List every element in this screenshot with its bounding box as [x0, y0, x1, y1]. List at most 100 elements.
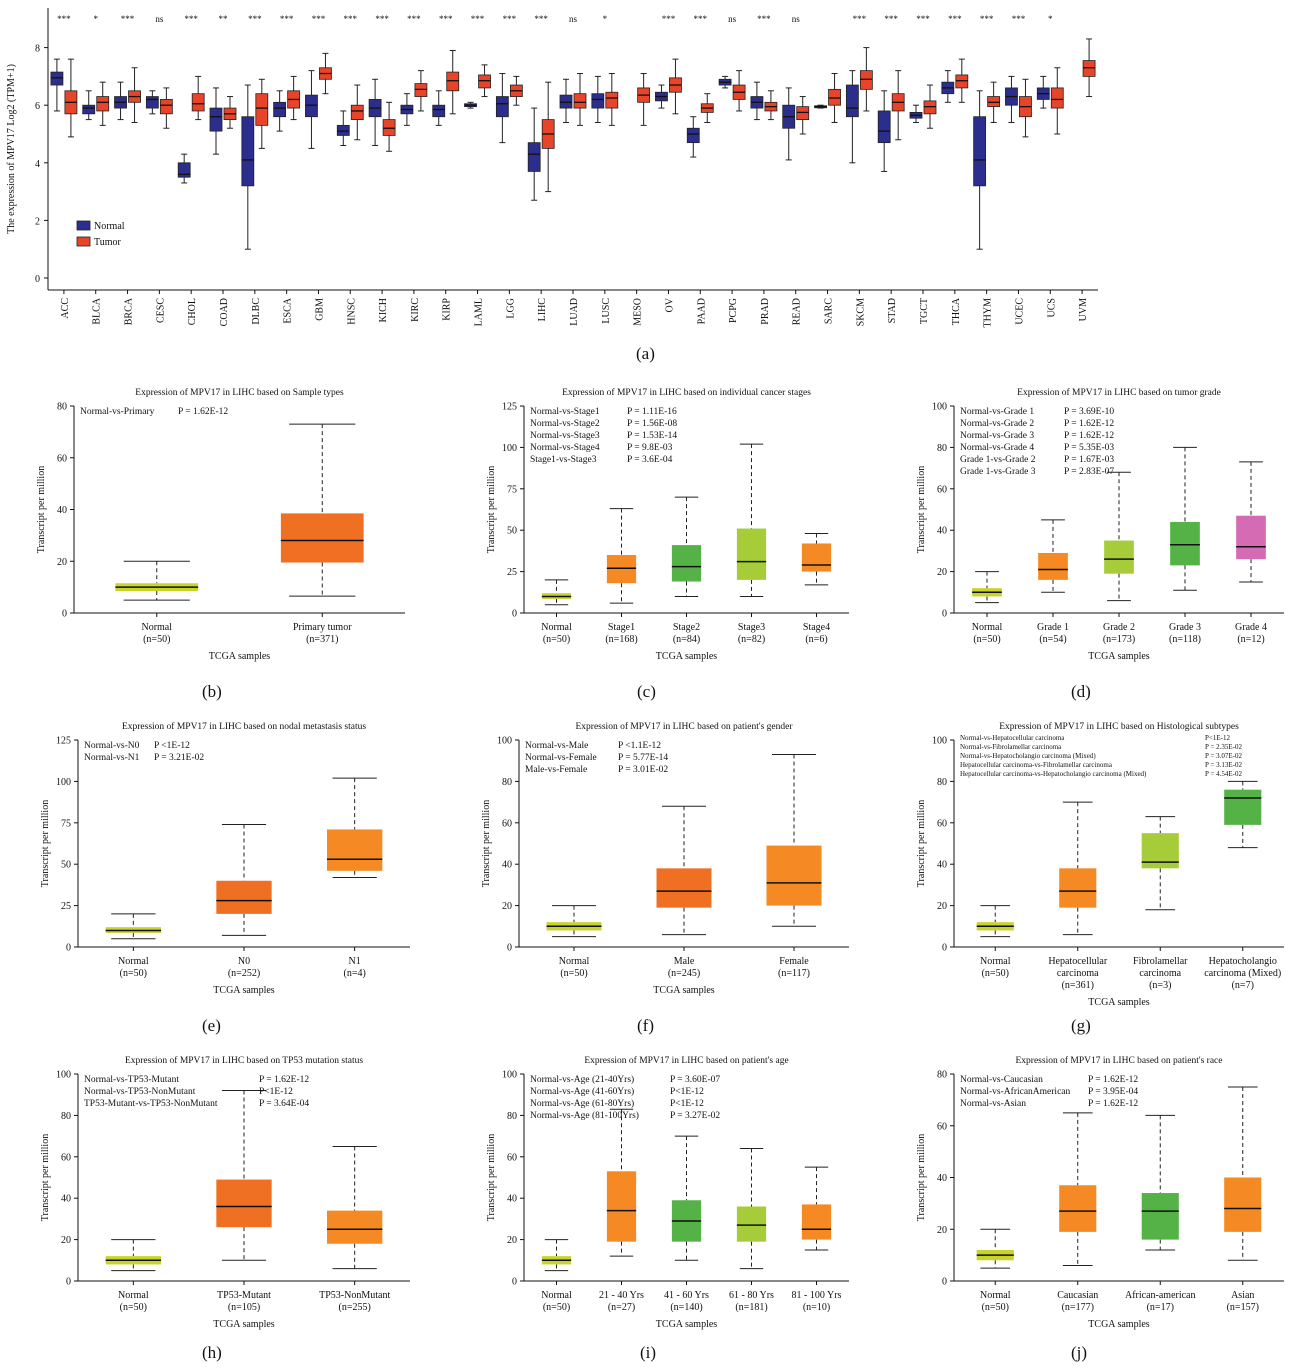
sample-count: (n=117) — [778, 968, 810, 979]
significance-label: *** — [980, 14, 994, 24]
box — [1224, 1177, 1262, 1232]
nodal-metastasis-boxplot: Expression of MPV17 in LIHC based on nod… — [40, 721, 410, 996]
significance-label: *** — [57, 14, 71, 24]
category-label: COAD — [219, 298, 230, 326]
box — [656, 868, 712, 908]
pvalue-label: TP53-Mutant-vs-TP53-NonMutant — [84, 1099, 218, 1109]
box — [1104, 540, 1134, 574]
y-tick-label: 0 — [942, 1277, 947, 1288]
sample-count: (n=3) — [1149, 980, 1171, 991]
sample-count: (n=54) — [1039, 634, 1066, 645]
box — [923, 100, 937, 115]
histological-subtypes-boxplot: Expression of MPV17 in LIHC based on His… — [916, 721, 1284, 1008]
y-axis-label: Transcript per million — [40, 800, 51, 887]
pvalue-label: Normal-vs-Grade 4 — [960, 443, 1034, 453]
y-tick-label: 0 — [35, 274, 40, 285]
category-label: UCEC — [1014, 298, 1025, 325]
pvalue: P = 3.64E-04 — [259, 1099, 309, 1109]
y-tick-label: 40 — [937, 1173, 947, 1184]
pan-cancer-boxplot: 0 2 4 6 8 The expression of MPV17 Log2 (TPM+1… — [6, 8, 1098, 328]
box — [736, 528, 767, 580]
sample-count: (n=50) — [543, 634, 570, 645]
box — [766, 845, 822, 906]
significance-label: *** — [757, 14, 771, 24]
box — [50, 71, 64, 86]
category-label: THYM — [983, 298, 994, 328]
category-label: 41 - 60 Yrs — [664, 1290, 709, 1301]
category-label: Female — [779, 956, 809, 967]
y-tick-label: 8 — [35, 44, 40, 55]
significance-label: *** — [439, 14, 453, 24]
y-tick-label: 6 — [35, 101, 40, 112]
chart-title: Expression of MPV17 in LIHC based on nod… — [122, 721, 366, 732]
category-label: TP53-Mutant — [217, 1290, 271, 1301]
significance-label: *** — [916, 14, 930, 24]
category-label: Normal — [118, 956, 149, 967]
panel-label-a: (a) — [636, 344, 655, 363]
box — [255, 93, 269, 126]
category-label: ACC — [60, 298, 71, 319]
y-tick-label: 60 — [937, 484, 947, 495]
pvalue-label: Normal-vs-Grade 1 — [960, 407, 1034, 417]
y-tick-label: 40 — [502, 860, 512, 871]
y-tick-label: 0 — [512, 609, 517, 620]
category-label: Stage2 — [673, 622, 700, 633]
category-label: THCA — [951, 297, 962, 325]
box — [478, 74, 491, 89]
box — [801, 1204, 832, 1240]
y-tick-label: 4 — [35, 159, 40, 170]
box — [845, 84, 859, 118]
pvalue: P = 5.35E-03 — [1064, 443, 1114, 453]
category-label: BRCA — [124, 297, 135, 325]
legend-label: Tumor — [94, 237, 122, 248]
y-tick-label: 80 — [507, 1111, 517, 1122]
pvalue-label: Male-vs-Female — [525, 765, 587, 775]
box — [1059, 1185, 1097, 1232]
sample-count: (n=50) — [560, 968, 587, 979]
significance-label: *** — [184, 14, 198, 24]
y-tick-label: 40 — [937, 860, 947, 871]
category-label: Hepatocholangio — [1209, 956, 1277, 967]
category-label: UCS — [1046, 298, 1057, 317]
y-tick-label: 60 — [937, 818, 947, 829]
sample-count: (n=252) — [228, 968, 260, 979]
significance-label: *** — [1012, 14, 1026, 24]
y-tick-label: 60 — [61, 1152, 71, 1163]
pvalue: P = 3.01E-02 — [618, 765, 668, 775]
y-tick-label: 100 — [502, 1070, 517, 1081]
significance-label: * — [603, 14, 608, 24]
significance-label: *** — [853, 14, 867, 24]
pvalue: P = 1.11E-16 — [627, 407, 677, 417]
chart-title: Expression of MPV17 in LIHC based on His… — [999, 721, 1239, 732]
y-tick-label: 0 — [507, 943, 512, 954]
box — [973, 116, 987, 187]
box — [432, 104, 446, 118]
chart-title: Expression of MPV17 in LIHC based on TP5… — [125, 1055, 363, 1066]
pvalue-label: Hepatocellular carcinoma-vs-Fibrolamella… — [960, 761, 1113, 769]
x-axis-label: TCGA samples — [213, 1319, 274, 1330]
sample-types-boxplot: Expression of MPV17 in LIHC based on Sam… — [36, 387, 405, 662]
pvalue: P = 3.69E-10 — [1064, 407, 1114, 417]
y-tick-label: 50 — [507, 526, 517, 537]
y-tick-label: 40 — [61, 1194, 71, 1205]
category-label: OV — [664, 297, 675, 312]
sample-count: (n=140) — [670, 1302, 702, 1313]
y-axis-label: Transcript per million — [486, 466, 497, 553]
box — [159, 99, 173, 115]
category-label: SKCM — [855, 298, 866, 326]
pvalue-label: Normal-vs-Asian — [960, 1099, 1026, 1109]
sample-count: (n=168) — [605, 634, 637, 645]
y-tick-label: 20 — [57, 557, 67, 568]
category-label: LUAD — [569, 298, 580, 326]
category-label: 61 - 80 Yrs — [729, 1290, 774, 1301]
y-tick-label: 75 — [61, 818, 71, 829]
y-axis-label: Transcript per million — [916, 466, 927, 553]
box — [216, 1179, 272, 1228]
significance-label: *** — [280, 14, 294, 24]
sample-count: (n=361) — [1062, 980, 1094, 991]
pvalue-label: Normal-vs-Stage3 — [530, 431, 600, 441]
gender-boxplot: Expression of MPV17 in LIHC based on pat… — [481, 721, 849, 996]
box — [1236, 515, 1266, 560]
category-label: N0 — [238, 956, 250, 967]
y-tick-label: 80 — [937, 443, 947, 454]
